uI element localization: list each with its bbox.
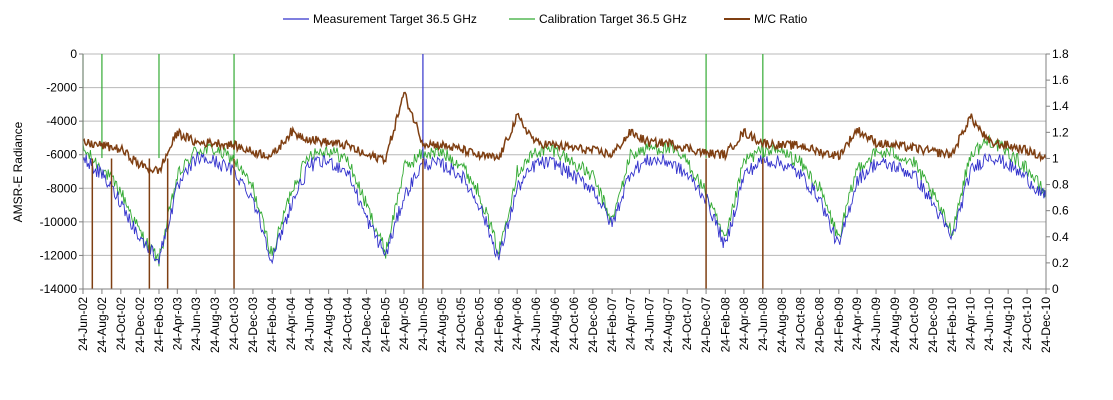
y-left-tick-label: -2000 [46, 81, 77, 95]
x-tick-label: 24-Apr-03 [170, 297, 184, 351]
y-left-tick-label: 0 [70, 47, 77, 61]
series-line-calibration [82, 134, 1047, 267]
y-left-tick-label: -6000 [46, 148, 77, 162]
x-tick-label: 24-Jun-04 [303, 297, 317, 351]
x-tick-label: 24-Aug-08 [775, 297, 789, 353]
y-left-tick-label: -12000 [40, 248, 78, 262]
y-left-tick-label: -10000 [40, 215, 78, 229]
x-tick-label: 24-Apr-04 [284, 297, 298, 351]
x-axis: 24-Jun-02 24-Aug-02 24-Oct-02 24-Dec-02 24-F… [76, 289, 1053, 353]
x-tick-label: 24-Oct-09 [907, 297, 921, 351]
x-tick-label: 24-Apr-07 [623, 297, 637, 351]
x-tick-label: 24-Dec-02 [133, 297, 147, 353]
x-tick-label: 24-Feb-03 [152, 297, 166, 353]
y-left-tick-label: -8000 [46, 181, 77, 195]
y-right-tick-label: 1.8 [1052, 47, 1069, 61]
x-tick-label: 24-Dec-05 [473, 297, 487, 353]
y-right-tick-label: 0.8 [1052, 178, 1069, 192]
x-tick-label: 24-Oct-07 [680, 297, 694, 351]
y-right-tick-label: 0.4 [1052, 230, 1069, 244]
x-tick-label: 24-Feb-07 [605, 297, 619, 353]
y-right-tick-label: 0 [1052, 282, 1059, 296]
y-right-tick-label: 0.2 [1052, 256, 1069, 270]
x-tick-label: 24-Jun-07 [642, 297, 656, 351]
x-tick-label: 24-Oct-03 [227, 297, 241, 351]
series-line-measurement [82, 151, 1047, 265]
y-right-tick-label: 1 [1052, 151, 1059, 165]
x-tick-label: 24-Oct-10 [1020, 297, 1034, 351]
x-tick-label: 24-Feb-08 [718, 297, 732, 353]
x-tick-label: 24-Apr-10 [963, 297, 977, 351]
x-tick-label: 24-Dec-07 [699, 297, 713, 353]
x-tick-label: 24-Jun-08 [756, 297, 770, 351]
x-tick-label: 24-Feb-06 [492, 297, 506, 353]
x-tick-label: 24-Feb-05 [379, 297, 393, 353]
y-right-tick-label: 1.4 [1052, 99, 1069, 113]
x-tick-label: 24-Jun-09 [869, 297, 883, 351]
x-tick-label: 24-Jun-10 [982, 297, 996, 351]
x-tick-label: 24-Oct-02 [114, 297, 128, 351]
x-tick-label: 24-Feb-04 [265, 297, 279, 353]
series-layer [82, 54, 1047, 289]
y-axis-title: AMSR-E Radiance [11, 121, 25, 222]
y-left-tick-label: -14000 [40, 282, 78, 296]
y-axis-left: 0 -2000 -4000 -6000 -8000 -10000 -12000 -14000 [40, 47, 83, 296]
x-tick-label: 24-Dec-04 [359, 297, 373, 353]
x-tick-label: 24-Feb-10 [945, 297, 959, 353]
x-tick-label: 24-Aug-04 [322, 297, 336, 353]
x-tick-label: 24-Aug-03 [208, 297, 222, 353]
x-tick-label: 24-Feb-09 [832, 297, 846, 353]
x-tick-label: 24-Dec-10 [1039, 297, 1053, 353]
series-line-mc-ratio [82, 91, 1047, 175]
y-left-tick-label: -4000 [46, 114, 77, 128]
x-tick-label: 24-Aug-06 [548, 297, 562, 353]
x-tick-label: 24-Jun-05 [416, 297, 430, 351]
x-tick-label: 24-Jun-02 [76, 297, 90, 351]
gridlines [83, 53, 1046, 290]
x-tick-label: 24-Jun-06 [529, 297, 543, 351]
legend-entry: Measurement Target 36.5 GHz [313, 12, 477, 26]
y-right-tick-label: 0.6 [1052, 204, 1069, 218]
x-tick-label: 24-Aug-02 [95, 297, 109, 353]
legend-entry: Calibration Target 36.5 GHz [539, 12, 687, 26]
x-tick-label: 24-Oct-05 [454, 297, 468, 351]
x-tick-label: 24-Apr-09 [850, 297, 864, 351]
x-tick-label: 24-Apr-08 [737, 297, 751, 351]
x-tick-label: 24-Apr-06 [510, 297, 524, 351]
legend: Measurement Target 36.5 GHz Calibration T… [283, 12, 808, 26]
x-tick-label: 24-Oct-06 [567, 297, 581, 351]
x-tick-label: 24-Dec-09 [926, 297, 940, 353]
y-right-tick-label: 1.2 [1052, 125, 1069, 139]
x-tick-label: 24-Dec-08 [813, 297, 827, 353]
axes [82, 54, 1047, 290]
x-tick-label: 24-Aug-05 [435, 297, 449, 353]
y-right-tick-label: 1.6 [1052, 73, 1069, 87]
y-axis-right: 1.8 1.6 1.4 1.2 1 0.8 0.6 0.4 0.2 0 [1046, 47, 1069, 296]
x-tick-label: 24-Aug-07 [661, 297, 675, 353]
x-tick-label: 24-Oct-08 [794, 297, 808, 351]
x-tick-label: 24-Dec-06 [586, 297, 600, 353]
x-tick-label: 24-Oct-04 [341, 297, 355, 351]
x-tick-label: 24-Apr-05 [397, 297, 411, 351]
x-tick-label: 24-Aug-10 [1001, 297, 1015, 353]
x-tick-label: 24-Dec-03 [246, 297, 260, 353]
x-tick-label: 24-Jun-03 [189, 297, 203, 351]
legend-entry: M/C Ratio [754, 12, 808, 26]
x-tick-label: 24-Aug-09 [888, 297, 902, 353]
